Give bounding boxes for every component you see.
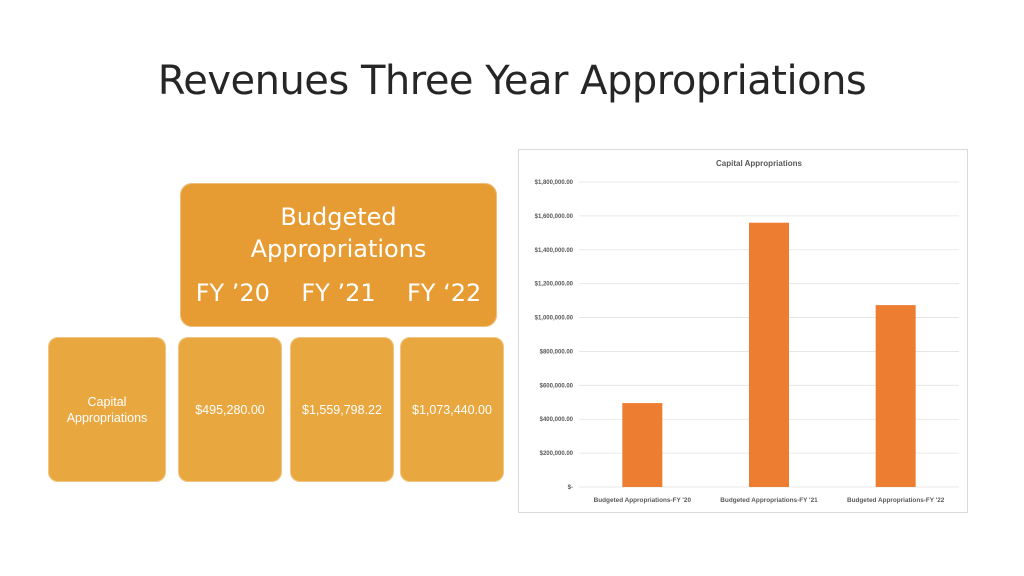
value-fy21: $1,559,798.22 <box>290 337 394 482</box>
bar-3 <box>875 305 916 487</box>
y-tick-label: $1,600,000.00 <box>535 214 574 220</box>
y-tick-label: $1,400,000.00 <box>535 248 574 254</box>
x-axis-categories: Budgeted Appropriations-FY '20 Budgeted A… <box>594 497 945 504</box>
chart-svg: Capital Appropriations $- $200,000.00 $400… <box>535 159 959 504</box>
value-fy21-text: $1,559,798.22 <box>302 402 382 417</box>
bar-layer <box>622 222 916 487</box>
value-fy20: $495,280.00 <box>178 337 282 482</box>
y-axis-ticks: $- $200,000.00 $400,000.00 $600,000.00 $800,… <box>535 180 574 491</box>
header-title-line2: Appropriations <box>250 235 427 263</box>
bar-2 <box>749 222 789 487</box>
fiscal-year-20: FY ’20 <box>195 279 270 307</box>
chart-title: Capital Appropriations <box>716 159 802 168</box>
header-title-line1: Budgeted <box>280 203 397 231</box>
fiscal-year-row: FY ’20 FY ’21 FY ‘22 <box>180 279 497 307</box>
y-tick-label: $600,000.00 <box>540 383 574 389</box>
category-label-3: Budgeted Appropriations-FY '22 <box>847 497 945 504</box>
value-fy22-text: $1,073,440.00 <box>412 402 492 417</box>
capital-appropriations-chart: Capital Appropriations $- $200,000.00 $400… <box>518 149 968 513</box>
y-tick-label: $- <box>568 485 573 491</box>
fiscal-year-22: FY ‘22 <box>407 279 482 307</box>
value-fy20-text: $495,280.00 <box>195 402 265 417</box>
y-tick-label: $200,000.00 <box>540 451 574 457</box>
fiscal-year-21: FY ’21 <box>301 279 376 307</box>
category-label-2: Budgeted Appropriations-FY '21 <box>720 497 818 504</box>
y-tick-label: $400,000.00 <box>540 417 574 423</box>
y-tick-label: $1,800,000.00 <box>535 180 574 186</box>
row-label-capital-appropriations: Capital Appropriations <box>48 337 166 482</box>
category-label-1: Budgeted Appropriations-FY '20 <box>594 497 692 504</box>
row-label-line1: Capital <box>87 394 127 409</box>
value-fy22: $1,073,440.00 <box>400 337 504 482</box>
y-tick-label: $1,000,000.00 <box>535 316 574 322</box>
bar-1 <box>622 403 663 487</box>
budgeted-appropriations-header: Budgeted Appropriations FY ’20 FY ’21 FY… <box>180 183 497 327</box>
row-label-line2: Appropriations <box>66 410 148 425</box>
y-tick-label: $1,200,000.00 <box>535 282 574 288</box>
slide-title: Revenues Three Year Appropriations <box>157 58 867 104</box>
y-tick-label: $800,000.00 <box>540 349 574 355</box>
header-title: Budgeted Appropriations <box>180 201 497 265</box>
